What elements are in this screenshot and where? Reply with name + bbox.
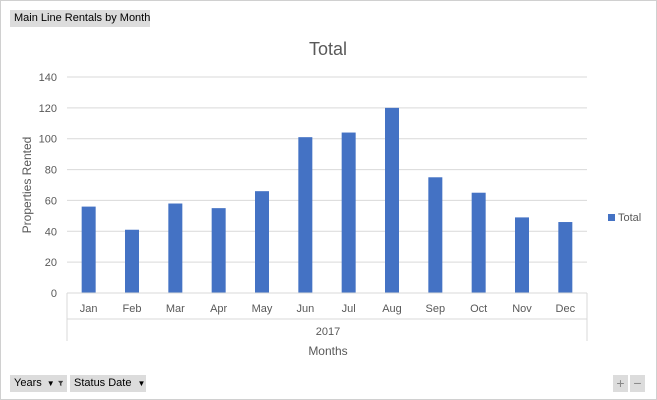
x-tick-label: Jun	[296, 303, 314, 315]
y-tick-label: 80	[45, 165, 57, 177]
report-title-label: Main Line Rentals by Month	[14, 12, 151, 24]
report-title-field-button[interactable]: Main Line Rentals by Month	[10, 10, 150, 27]
x-tick-label: Jan	[80, 303, 98, 315]
y-tick-label: 140	[39, 72, 57, 84]
x-axis-title: Months	[308, 344, 347, 358]
x-tick-label: Feb	[123, 303, 142, 315]
sort-dropdown-icon: ▼	[46, 379, 55, 388]
y-tick-label: 60	[45, 195, 57, 207]
bar-jan[interactable]	[81, 206, 96, 293]
year-group-label: 2017	[316, 326, 340, 338]
chevron-down-icon: ▼	[137, 379, 146, 388]
bar-nov[interactable]	[515, 217, 529, 293]
y-axis-title: Properties Rented	[20, 137, 34, 234]
y-tick-label: 0	[51, 288, 57, 300]
bar-sep[interactable]	[428, 177, 443, 293]
x-tick-label: Oct	[470, 303, 487, 315]
bar-oct[interactable]	[471, 192, 486, 293]
legend-label: Total	[618, 212, 641, 224]
minus-icon: −	[633, 375, 642, 391]
years-field-button[interactable]: Years ▼	[10, 375, 67, 392]
bar-dec[interactable]	[558, 222, 573, 293]
expand-button[interactable]: +	[613, 375, 628, 392]
y-tick-label: 100	[39, 134, 57, 146]
x-axis-frame	[66, 293, 588, 341]
bar-jun[interactable]	[298, 137, 313, 293]
x-tick-label: May	[252, 303, 273, 315]
legend[interactable]: Total	[608, 212, 641, 224]
bar-jul[interactable]	[341, 132, 356, 293]
bar-may[interactable]	[255, 191, 269, 293]
status-date-field-button[interactable]: Status Date ▼	[70, 375, 146, 392]
x-tick-label: Aug	[382, 303, 402, 315]
gridlines	[67, 76, 587, 263]
years-field-label: Years	[14, 377, 42, 389]
legend-swatch	[608, 214, 615, 221]
bar-apr[interactable]	[211, 208, 226, 293]
bars	[81, 107, 573, 293]
y-tick-label: 20	[45, 257, 57, 269]
y-tick-label: 40	[45, 226, 57, 238]
collapse-button[interactable]: −	[630, 375, 645, 392]
bar-feb[interactable]	[125, 229, 139, 293]
x-tick-label: Jul	[342, 303, 356, 315]
x-tick-label: Sep	[426, 303, 446, 315]
status-date-field-label: Status Date	[74, 377, 132, 389]
x-axis-ticks: Jan Feb Mar Apr May Jun Jul Aug Sep Oct Nov Dec	[80, 303, 576, 315]
filter-icon	[57, 380, 63, 387]
y-axis-ticks: 0 20 40 60 80 100 120 140	[39, 72, 57, 300]
y-tick-label: 120	[39, 103, 57, 115]
x-tick-label: Mar	[166, 303, 185, 315]
bar-aug[interactable]	[385, 107, 399, 293]
x-tick-label: Apr	[210, 303, 227, 315]
bar-mar[interactable]	[168, 203, 183, 293]
x-tick-label: Dec	[556, 303, 576, 315]
plus-icon: +	[616, 375, 625, 391]
chart-title: Total	[309, 39, 347, 59]
x-tick-label: Nov	[512, 303, 532, 315]
